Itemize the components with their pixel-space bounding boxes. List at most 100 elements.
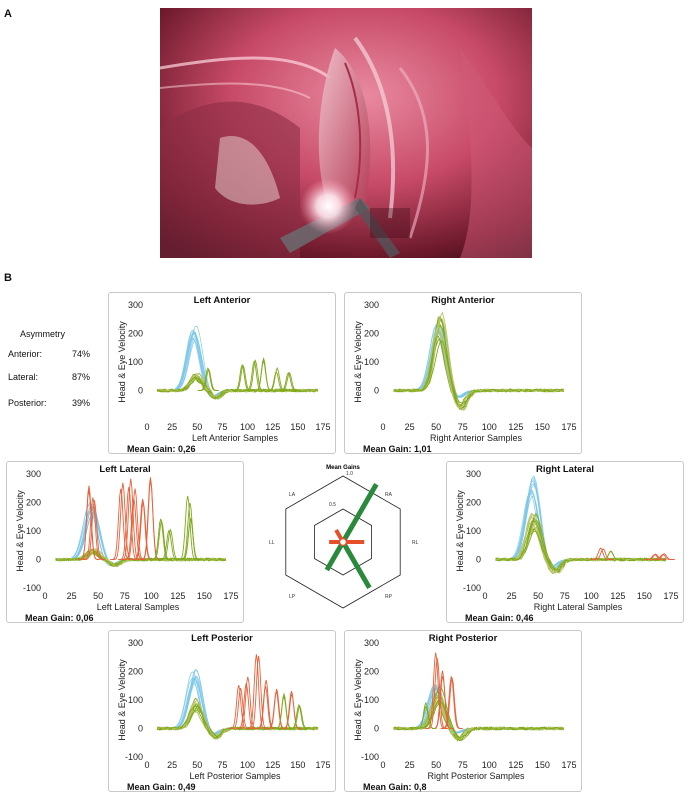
eye-velocity-line [393,694,565,742]
saccade-line [83,500,105,560]
x-tick-label: 100 [584,591,599,601]
y-axis-label: Head & Eye Velocity [353,321,363,403]
chart-plot: 0 25 50 75 100 125 150 175 0 100 200 300 Right Anter… [353,300,577,443]
x-tick-label: 25 [507,591,517,601]
asymmetry-title: Asymmetry [20,329,65,339]
axis-label-rp: RP [385,594,393,600]
saccade-line [82,497,104,560]
x-tick-label: 75 [120,591,130,601]
mean-gain-text: Mean Gain: 0,46 [465,613,534,623]
y-tick-label: 200 [364,667,379,677]
saccade-line [179,502,201,560]
head-velocity-line [495,477,602,569]
axis-label-lp: LP [289,594,296,600]
chart-title: Left Anterior [193,295,251,306]
asymmetry-posterior-label: Posterior: [8,398,47,408]
saccade-line [600,550,622,560]
x-axis-label: Left Anterior Samples [192,433,279,443]
traces [156,325,319,400]
eye-velocity-line [393,339,564,405]
eye-velocity-line [393,331,564,409]
eye-velocity-line [393,332,564,407]
eye-velocity-line [393,317,564,411]
outer-hexagon [285,475,401,609]
eye-velocity-line [393,701,564,740]
x-tick-label: 125 [610,591,625,601]
y-tick-label: 0 [138,724,143,734]
saccade-line [273,695,294,729]
y-tick-label: 300 [128,638,143,648]
x-tick-label: 125 [170,591,185,601]
x-tick-label: 175 [315,760,330,770]
x-tick-label: 175 [223,591,238,601]
y-axis-label: Head & Eye Velocity [15,490,25,572]
scale-label: 0.5 [329,502,336,508]
asymmetry-anterior-value: 74% [72,349,91,359]
x-axis-label: Right Anterior Samples [430,433,523,443]
x-tick-label: 150 [197,591,212,601]
gain-bar-ra [340,483,379,544]
x-tick-label: 75 [560,591,570,601]
eye-velocity-line [157,704,319,739]
inner-hexagon [314,508,372,576]
x-tick-label: 175 [561,760,576,770]
mean-gains-title: Mean Gains [326,465,360,471]
chart-title: Right Anterior [431,295,495,306]
x-tick-label: 50 [431,422,441,432]
mean-gain-text: Mean Gain: 0,8 [363,782,427,792]
traces [393,652,565,742]
saccade-line [644,553,666,560]
eye-velocity-line [393,340,564,404]
x-tick-label: 100 [240,422,255,432]
saccade-line [180,519,202,560]
eye-velocity-line [393,316,564,410]
y-tick-label: 100 [26,526,41,536]
head-velocity-line [495,490,602,568]
y-tick-label: 0 [374,386,379,396]
eye-velocity-line [393,697,565,740]
y-tick-label: 100 [364,357,379,367]
saccade-line [132,498,154,560]
y-tick-label: 300 [364,300,379,310]
x-tick-label: 150 [290,422,305,432]
eye-velocity-line [393,698,564,740]
mean-gain-text: Mean Gain: 0,49 [127,782,196,792]
eye-velocity-line [393,697,565,740]
y-tick-label: 100 [364,695,379,705]
panel-label-b: B [4,272,12,284]
y-tick-label: 0 [138,386,143,396]
x-tick-label: 125 [508,760,523,770]
saccade-line [248,655,269,729]
y-tick-label: -100 [361,752,379,762]
chart-right-posterior: Right Posterior 0 25 50 75 100 125 150 175 -100 0… [344,630,582,792]
y-tick-label: 300 [466,469,481,479]
x-tick-label: 50 [93,591,103,601]
head-velocity-line [495,479,602,569]
y-axis-label: Head & Eye Velocity [117,321,127,403]
asymmetry-posterior-value: 39% [72,398,91,408]
mean-gain-text: Mean Gain: 0,06 [25,613,94,623]
x-tick-label: 0 [42,591,47,601]
asymmetry-anterior-label: Anterior: [8,349,43,359]
eye-velocity-line [156,376,319,399]
x-tick-label: 150 [535,760,550,770]
saccade-line [256,679,277,729]
x-tick-label: 25 [405,422,415,432]
y-tick-label: 300 [26,469,41,479]
chart-left-posterior: Left Posterior 0 25 50 75 100 125 150 175 -100 0 1… [108,630,336,792]
eye-velocity-line [393,699,565,739]
chart-left-lateral: Left Lateral 0 25 50 75 100 125 150 175 -100 0 100… [6,461,244,623]
axis-label-ll: LL [269,540,275,546]
y-axis-label: Head & Eye Velocity [117,659,127,741]
head-velocity-line [495,482,602,569]
y-tick-label: 200 [466,498,481,508]
mean-gain-text: Mean Gain: 0,26 [127,444,196,454]
x-tick-label: 175 [663,591,678,601]
x-tick-label: 25 [67,591,77,601]
scale-label: 1.0 [346,471,353,477]
saccade-line [120,478,142,560]
eye-velocity-line [393,316,564,410]
mean-gain-text: Mean Gain: 1,01 [363,444,432,454]
